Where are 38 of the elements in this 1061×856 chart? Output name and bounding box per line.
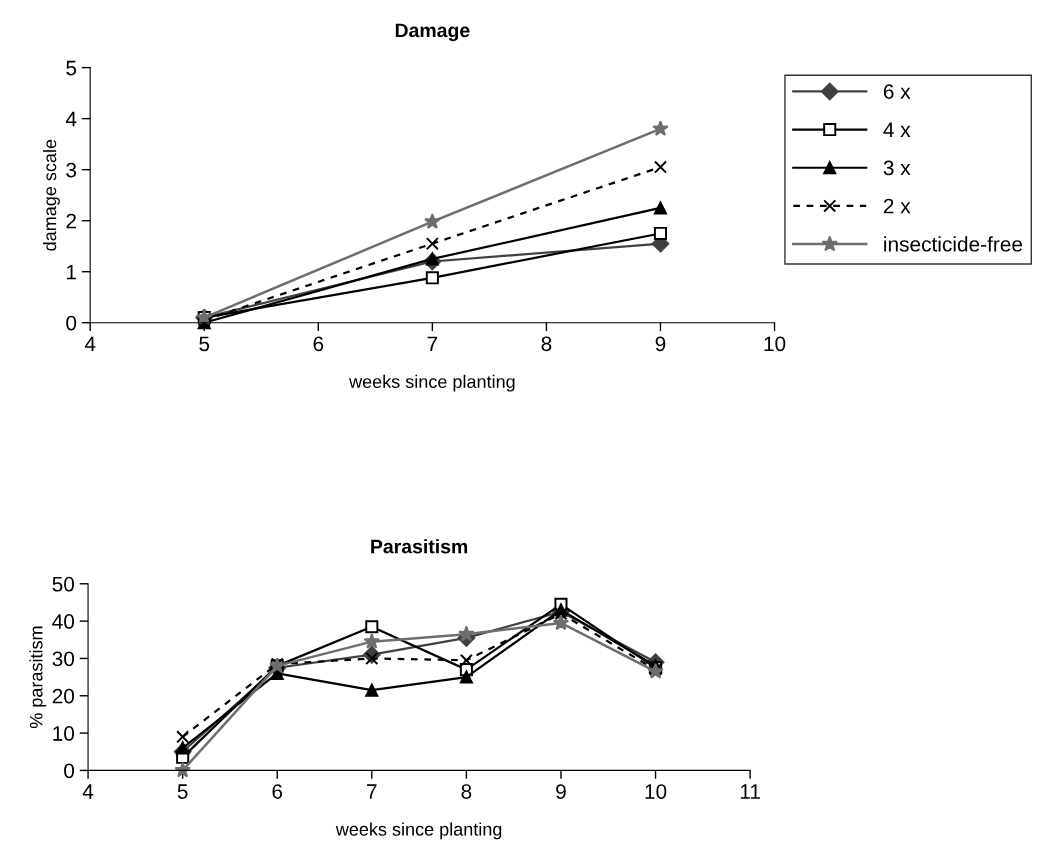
legend-label: 4 x	[883, 122, 911, 137]
x-tick-label: 10	[645, 784, 667, 799]
y-tick-label: 20	[52, 688, 75, 704]
legend-label: insecticide-free	[884, 236, 1023, 252]
x-axis-title: weeks since planting	[335, 822, 502, 840]
legend-label: 6 x	[883, 84, 911, 99]
y-tick-label: 10	[53, 726, 75, 741]
x-tick-label: 11	[740, 784, 760, 799]
chart-title: Parasitism	[371, 539, 468, 554]
y-axis-title: damage scale	[43, 139, 60, 251]
y-tick-label: 1	[66, 264, 76, 280]
x-tick-label: 7	[427, 336, 438, 351]
x-tick-label: 5	[199, 336, 210, 352]
x-tick-label: 4	[84, 336, 96, 351]
y-tick-label: 30	[52, 651, 75, 667]
legend-label: 3 x	[883, 160, 911, 176]
y-tick-label: 0	[64, 763, 75, 779]
x-tick-label: 7	[367, 784, 377, 799]
x-tick-label: 6	[272, 784, 283, 799]
x-tick-label: 6	[313, 336, 324, 352]
x-tick-label: 5	[177, 784, 188, 799]
chart-title: Damage	[395, 23, 470, 42]
x-tick-label: 9	[556, 784, 566, 799]
x-tick-label: 10	[764, 336, 786, 352]
y-tick-label: 4	[65, 111, 77, 127]
x-tick-label: 9	[655, 336, 666, 352]
x-axis-title: weeks since planting	[349, 374, 515, 392]
x-tick-label: 8	[541, 336, 552, 352]
y-tick-label: 5	[66, 60, 77, 76]
y-tick-label: 2	[66, 213, 76, 229]
y-tick-label: 40	[52, 614, 75, 629]
legend-label: 2 x	[883, 198, 911, 214]
y-tick-label: 0	[66, 315, 77, 331]
y-axis-title: % parasitism	[29, 626, 47, 729]
y-tick-label: 3	[66, 162, 77, 178]
x-tick-label: 8	[461, 784, 472, 799]
x-tick-label: 4	[82, 784, 94, 799]
y-tick-label: 50	[52, 576, 75, 592]
